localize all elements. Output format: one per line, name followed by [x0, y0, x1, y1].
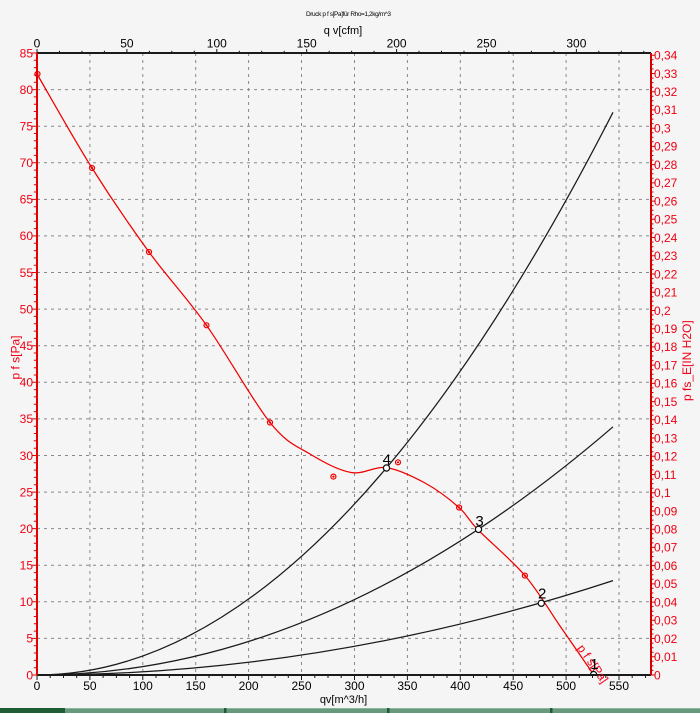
svg-text:0,07: 0,07	[654, 541, 678, 555]
svg-text:4: 4	[383, 452, 391, 469]
svg-text:0,33: 0,33	[654, 67, 678, 81]
svg-text:450: 450	[503, 679, 523, 693]
svg-text:0,05: 0,05	[654, 577, 678, 591]
svg-text:0,13: 0,13	[654, 431, 678, 445]
svg-text:70: 70	[20, 156, 34, 170]
svg-text:3: 3	[475, 513, 483, 530]
svg-text:15: 15	[20, 559, 34, 573]
svg-text:0,3: 0,3	[654, 122, 671, 136]
svg-text:0,24: 0,24	[654, 231, 678, 245]
svg-text:300: 300	[566, 37, 586, 51]
svg-text:100: 100	[133, 679, 153, 693]
svg-text:150: 150	[186, 679, 206, 693]
svg-text:0,27: 0,27	[654, 176, 678, 190]
svg-text:2: 2	[538, 586, 546, 603]
svg-text:200: 200	[387, 37, 407, 51]
svg-text:0,22: 0,22	[654, 267, 678, 281]
svg-text:0: 0	[26, 668, 33, 682]
svg-text:60: 60	[20, 229, 34, 243]
svg-text:0,01: 0,01	[654, 650, 678, 664]
svg-text:0,06: 0,06	[654, 559, 678, 573]
svg-text:0,04: 0,04	[654, 595, 678, 609]
svg-text:45: 45	[20, 339, 34, 353]
svg-text:0: 0	[654, 668, 661, 682]
svg-text:0: 0	[34, 37, 41, 51]
svg-text:50: 50	[83, 679, 97, 693]
svg-text:5: 5	[26, 632, 33, 646]
svg-text:80: 80	[20, 83, 34, 97]
svg-text:0,26: 0,26	[654, 194, 678, 208]
svg-text:0,12: 0,12	[654, 450, 678, 464]
svg-text:0,08: 0,08	[654, 523, 678, 537]
svg-text:0,11: 0,11	[654, 468, 677, 482]
svg-text:35: 35	[20, 412, 34, 426]
svg-text:0,15: 0,15	[654, 395, 678, 409]
svg-text:0,03: 0,03	[654, 614, 678, 628]
svg-text:85: 85	[20, 46, 34, 60]
svg-text:55: 55	[20, 266, 34, 280]
svg-text:0,18: 0,18	[654, 340, 678, 354]
svg-text:50: 50	[120, 37, 134, 51]
svg-text:500: 500	[556, 679, 576, 693]
svg-text:30: 30	[20, 449, 34, 463]
svg-text:250: 250	[476, 37, 496, 51]
svg-text:0: 0	[34, 679, 41, 693]
svg-text:0,32: 0,32	[654, 85, 678, 99]
svg-text:0,02: 0,02	[654, 632, 678, 646]
svg-text:400: 400	[450, 679, 470, 693]
svg-text:0,1: 0,1	[654, 486, 671, 500]
svg-text:0,09: 0,09	[654, 504, 678, 518]
svg-text:0,28: 0,28	[654, 158, 678, 172]
svg-text:0,31: 0,31	[654, 103, 678, 117]
svg-text:75: 75	[20, 120, 34, 134]
svg-text:0,29: 0,29	[654, 140, 678, 154]
svg-text:0,19: 0,19	[654, 322, 678, 336]
svg-text:0,17: 0,17	[654, 358, 678, 372]
svg-text:0,14: 0,14	[654, 413, 678, 427]
svg-text:300: 300	[344, 679, 364, 693]
svg-text:150: 150	[297, 37, 317, 51]
svg-text:40: 40	[20, 376, 34, 390]
svg-text:65: 65	[20, 193, 34, 207]
svg-text:1: 1	[590, 656, 598, 673]
svg-text:250: 250	[291, 679, 311, 693]
svg-text:200: 200	[239, 679, 259, 693]
svg-text:0,25: 0,25	[654, 213, 678, 227]
svg-text:350: 350	[397, 679, 417, 693]
svg-text:100: 100	[207, 37, 227, 51]
svg-text:0,34: 0,34	[654, 49, 678, 63]
svg-text:550: 550	[609, 679, 629, 693]
svg-text:p f s[Pa]: p f s[Pa]	[9, 335, 23, 379]
svg-text:25: 25	[20, 485, 34, 499]
svg-text:0,21: 0,21	[654, 286, 678, 300]
svg-text:Druck p f s[Pa]für Rho=1,2kg/m: Druck p f s[Pa]für Rho=1,2kg/m^3	[306, 11, 391, 18]
svg-text:p fs_E[IN H2O]: p fs_E[IN H2O]	[680, 320, 694, 401]
svg-text:20: 20	[20, 522, 34, 536]
svg-text:10: 10	[20, 595, 34, 609]
svg-text:0,16: 0,16	[654, 377, 678, 391]
svg-text:qv[m^3/h]: qv[m^3/h]	[320, 694, 367, 706]
svg-text:0,23: 0,23	[654, 249, 678, 263]
svg-text:q v[cfm]: q v[cfm]	[324, 25, 363, 37]
svg-text:0,2: 0,2	[654, 304, 671, 318]
svg-text:50: 50	[20, 302, 34, 316]
